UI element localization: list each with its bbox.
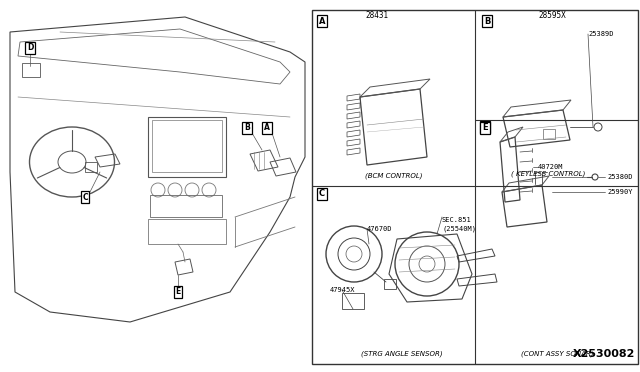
- Text: 28431: 28431: [365, 10, 388, 19]
- Text: E: E: [482, 124, 488, 132]
- Text: (25540M): (25540M): [442, 226, 476, 232]
- Bar: [85, 162, 97, 172]
- Bar: [543, 129, 555, 139]
- Text: 28595X: 28595X: [538, 10, 566, 19]
- Text: 40720M: 40720M: [538, 164, 563, 170]
- Text: X2530082: X2530082: [573, 349, 635, 359]
- Text: 47670D: 47670D: [367, 226, 392, 232]
- Bar: [342, 293, 364, 309]
- Bar: [148, 117, 226, 177]
- Text: (CONT ASSY SONAR): (CONT ASSY SONAR): [521, 351, 593, 357]
- Bar: [148, 219, 226, 244]
- Bar: [150, 195, 222, 217]
- Text: D: D: [27, 44, 33, 52]
- Text: ( KEYLESS CONTROL): ( KEYLESS CONTROL): [511, 171, 585, 177]
- Bar: [312, 10, 638, 364]
- Text: 25389D: 25389D: [588, 31, 614, 37]
- Text: B: B: [244, 124, 250, 132]
- Text: 25380D: 25380D: [607, 174, 632, 180]
- Text: A: A: [319, 16, 325, 26]
- Bar: [152, 120, 222, 172]
- Text: C: C: [82, 192, 88, 202]
- Text: (BCM CONTROL): (BCM CONTROL): [365, 173, 423, 179]
- Text: 47945X: 47945X: [330, 287, 355, 293]
- Text: E: E: [175, 288, 180, 296]
- Text: 25990Y: 25990Y: [607, 189, 632, 195]
- Text: C: C: [319, 189, 325, 199]
- Text: B: B: [484, 16, 490, 26]
- Text: A: A: [264, 124, 270, 132]
- Bar: [22, 63, 40, 77]
- Bar: [384, 279, 396, 289]
- Text: SEC.851: SEC.851: [442, 217, 472, 223]
- Text: D: D: [481, 122, 488, 131]
- Text: (STRG ANGLE SENSOR): (STRG ANGLE SENSOR): [361, 351, 443, 357]
